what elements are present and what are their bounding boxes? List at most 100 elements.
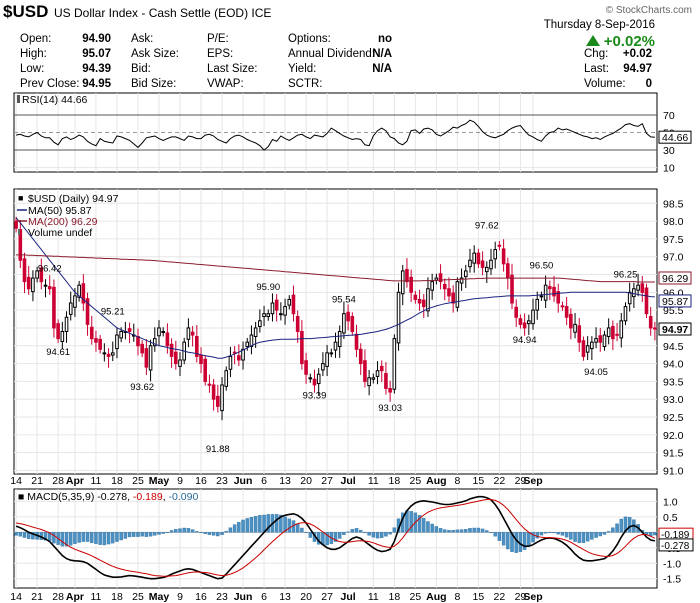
price-tick-label: 98.0 [663,216,684,228]
x-tick-label-macd: Jul [341,591,356,603]
candle-down [421,299,426,308]
macd-legend-part: -0.090 [169,491,199,503]
macd-histogram-bar [220,532,224,535]
x-tick-label-price: Sep [523,475,542,487]
candle-up [321,363,325,371]
candle-down [136,335,140,347]
x-tick-label-macd: 15 [473,591,485,603]
candle-down [98,338,102,350]
candle-down [127,328,132,332]
macd-histogram-bar [480,528,485,533]
candle-down [85,298,90,325]
candle-down [190,331,195,336]
candle-down [506,263,510,279]
macd-histogram-bar [94,532,98,544]
macd-legend-part: MACD(5,35,9) [27,491,97,503]
price-last-box [658,271,692,285]
macd-histogram-bar [22,532,27,538]
candle-down [207,383,212,386]
macd-histogram-bar [274,514,279,533]
macd-histogram-bar [464,529,468,533]
candle-down [611,326,615,340]
candle-up [493,249,498,260]
x-tick-label-price: 25 [410,475,422,487]
candle-up [316,373,321,385]
macd-histogram-bar [358,529,363,533]
candle-down [564,306,569,318]
candle-down [165,332,170,347]
change-percent: +0.02% [585,33,655,51]
candle-up [119,331,123,339]
macd-histogram-bar [447,529,451,533]
macd-histogram-bar [489,532,493,533]
macd-histogram-bar [531,532,535,543]
candle-down [56,323,60,340]
candle-down [447,288,451,297]
macd-histogram-bar [73,532,77,544]
x-tick-label-macd: 18 [388,591,400,603]
candle-up [632,288,636,298]
candle-down [47,286,52,290]
candle-up [245,341,250,347]
macd-histogram-bar [14,532,18,536]
candle-up [371,377,376,380]
price-annotation: 94.94 [513,335,537,346]
macd-tick-label: -1.5 [663,574,681,586]
candle-down [379,365,384,372]
ma50-legend: MA(50) 95.87 [28,205,92,217]
macd-histogram-bar [417,515,422,533]
x-tick-label-price: 8 [454,475,460,487]
macd-histogram-bar [203,532,207,535]
macd-histogram-bar [367,532,371,536]
up-arrow-icon [585,35,600,46]
quote-label: EPS: [207,48,234,60]
x-tick-label-macd: 6 [261,591,267,603]
macd-histogram-bar [253,516,258,533]
macd-histogram-bar [300,527,304,533]
macd-last-value: -0.278 [661,541,690,552]
candle-up [342,313,346,334]
quote-label: Bid: [131,63,151,75]
macd-histogram-bar [249,517,254,533]
x-tick-label-price: 14 [10,475,22,487]
candle-up [270,302,275,315]
candle-up [262,313,266,318]
candle-down [409,276,413,293]
candle-down [581,340,586,357]
candle-up [539,295,544,298]
price-legend: $USD (Daily) 94.97 [28,193,119,205]
rsi-tick-label: 10 [663,163,675,175]
candle-up [258,320,262,328]
macd-histogram-bar [106,532,111,545]
x-tick-label-macd: 28 [52,591,64,603]
candle-up [400,270,405,295]
x-tick-label-macd: 11 [368,591,379,603]
candle-up [585,345,590,353]
x-tick-label-price: 18 [111,475,123,487]
macd-histogram-bar [623,516,628,533]
macd-histogram-bar [69,532,73,546]
candle-up [426,288,430,312]
macd-histogram-bar [535,532,539,539]
macd-histogram-bar [132,532,136,537]
x-tick-label-price: 13 [279,475,291,487]
macd-histogram-bar [459,529,464,533]
candle-down [497,244,502,247]
x-tick-label-macd: 29 [515,591,527,603]
price-tick-label: 94.5 [663,341,684,353]
macd-histogram-bar [354,528,359,533]
candle-up [253,327,258,337]
x-tick-label-macd: 16 [195,591,207,603]
candle-up [594,338,598,343]
macd-histogram-bar [468,528,472,533]
candle-down [501,248,506,265]
x-tick-label-price: 18 [388,475,400,487]
macd-histogram-bar [195,531,199,533]
macd-histogram-bar [627,517,632,533]
panel-frame-price [13,188,658,475]
macd-histogram-bar [644,532,649,535]
ma200-line [16,254,655,283]
x-tick-label-macd: Jun [234,591,253,603]
candle-up [73,295,77,308]
candle-down [417,298,422,304]
